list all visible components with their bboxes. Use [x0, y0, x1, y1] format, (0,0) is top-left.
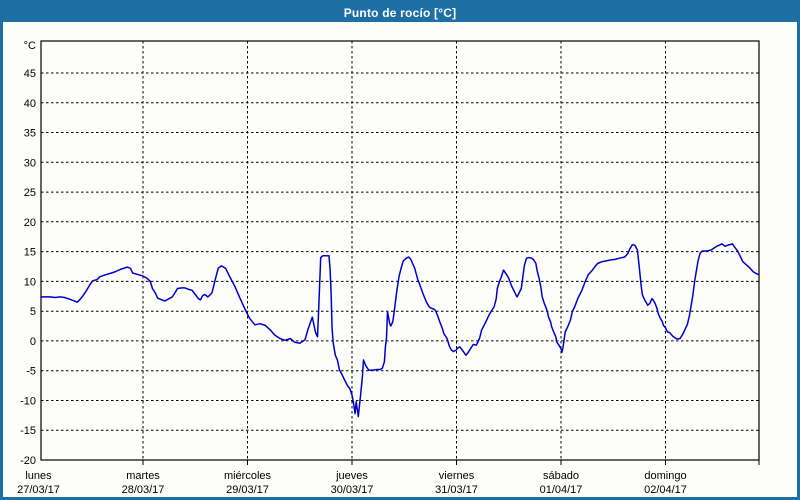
y-tick-label: 30 — [24, 157, 36, 169]
y-tick-label: 15 — [24, 247, 36, 259]
y-tick-label: 45 — [24, 68, 36, 80]
y-tick-label: -20 — [20, 455, 36, 467]
y-tick-label: -5 — [26, 366, 36, 378]
x-date-label: 01/04/17 — [540, 484, 583, 496]
x-day-label: domingo — [644, 470, 686, 482]
x-day-label: sábado — [543, 470, 579, 482]
plot-border — [40, 40, 760, 461]
y-tick-label: -10 — [20, 396, 36, 408]
x-day-label: martes — [126, 470, 160, 482]
y-tick-label: 0 — [30, 336, 36, 348]
y-tick-label: 35 — [24, 128, 36, 140]
window-titlebar: Punto de rocío [°C] — [3, 3, 797, 22]
y-axis-unit: °C — [24, 40, 36, 52]
x-day-label: viernes — [439, 470, 475, 482]
x-date-label: 28/03/17 — [122, 484, 165, 496]
x-date-label: 27/03/17 — [17, 484, 60, 496]
y-tick-label: 5 — [30, 306, 36, 318]
y-tick-label: -15 — [20, 425, 36, 437]
x-date-label: 02/04/17 — [644, 484, 687, 496]
x-day-label: jueves — [335, 470, 368, 482]
x-date-label: 31/03/17 — [435, 484, 478, 496]
x-day-label: lunes — [25, 470, 52, 482]
window-title: Punto de rocío [°C] — [343, 5, 457, 20]
x-date-label: 30/03/17 — [331, 484, 374, 496]
x-date-label: 29/03/17 — [226, 484, 269, 496]
y-tick-label: 25 — [24, 187, 36, 199]
y-tick-label: 40 — [24, 98, 36, 110]
y-tick-label: 20 — [24, 217, 36, 229]
dewpoint-line — [40, 243, 760, 418]
x-day-label: miércoles — [224, 470, 272, 482]
y-tick-label: 10 — [24, 276, 36, 288]
